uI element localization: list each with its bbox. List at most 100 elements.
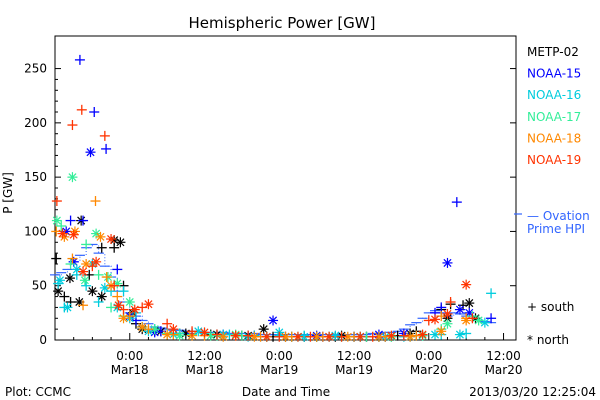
south-marker: [65, 215, 76, 226]
axes: 0501001502002500:00Mar1812:00Mar180:00Ma…: [24, 35, 523, 377]
north-marker: [442, 318, 453, 329]
north-marker: [96, 291, 107, 302]
x-tick-date-label: Mar18: [186, 363, 224, 377]
x-tick-date-label: Mar19: [335, 363, 373, 377]
north-marker: [324, 331, 335, 342]
south-marker: [461, 328, 472, 339]
south-marker: [243, 330, 254, 341]
south-marker: [67, 253, 78, 264]
north-marker: [230, 330, 241, 341]
south-marker: [112, 291, 123, 302]
south-marker: [109, 280, 120, 291]
north-marker: [106, 234, 117, 245]
north-marker: [193, 326, 204, 337]
north-marker: [261, 331, 272, 342]
x-tick-date-label: Mar18: [111, 363, 149, 377]
north-marker: [355, 331, 366, 342]
x-tick-date-label: Mar20: [410, 363, 448, 377]
footer-plot-credit: Plot: CCMC: [5, 385, 71, 399]
south-marker: [106, 302, 117, 313]
x-tick-time-label: 0:00: [116, 349, 143, 363]
north-marker: [64, 273, 75, 284]
north-marker: [54, 275, 65, 286]
north-marker: [464, 298, 475, 309]
north-marker: [461, 315, 472, 326]
north-marker: [168, 324, 179, 335]
north-marker: [124, 297, 135, 307]
north-marker: [461, 279, 472, 290]
north-marker: [454, 304, 465, 315]
south-marker: [118, 286, 129, 297]
south-marker: [423, 315, 434, 326]
north-marker: [330, 330, 341, 341]
y-tick-label: 100: [24, 224, 47, 238]
south-marker: [101, 272, 112, 283]
south-marker: [445, 297, 456, 307]
south-marker: [76, 104, 87, 115]
south-marker: [51, 253, 62, 264]
south-marker: [305, 331, 316, 342]
south-marker: [56, 221, 67, 231]
y-axis-label: P [GW]: [1, 172, 15, 214]
y-tick-label: 0: [39, 333, 47, 347]
y-tick-label: 200: [24, 116, 47, 130]
north-marker: [113, 300, 124, 311]
north-marker: [67, 172, 78, 183]
x-tick-time-label: 12:00: [486, 349, 521, 363]
south-marker: [78, 215, 89, 226]
south-marker: [336, 331, 347, 342]
south-marker: [65, 259, 76, 269]
north-marker: [249, 331, 260, 342]
x-tick-time-label: 0:00: [266, 349, 293, 363]
north-marker: [386, 330, 397, 341]
south-marker: [93, 269, 104, 280]
y-tick-label: 150: [24, 170, 47, 184]
south-marker: [211, 329, 222, 340]
ovation-legend-line2: Prime HPI: [527, 222, 585, 236]
north-marker: [258, 324, 269, 335]
x-tick-date-label: Mar19: [260, 363, 298, 377]
north-marker: [78, 266, 89, 277]
north-marker: [218, 331, 229, 342]
north-marker: [118, 313, 129, 324]
south-marker: [99, 130, 110, 141]
legend: METP-02 NOAA-15 NOAA-16 NOAA-17 NOAA-18 NOAA-…: [527, 45, 581, 167]
south-marker: [367, 331, 378, 342]
legend-entry: NOAA-15: [527, 67, 581, 81]
south-marker: [411, 330, 422, 341]
south-marker: [65, 297, 76, 307]
legend-entry: NOAA-16: [527, 88, 581, 102]
x-axis-label: Date and Time: [242, 385, 330, 399]
south-marker: [162, 318, 173, 329]
legend-south-key: + south: [527, 300, 574, 314]
south-marker: [96, 242, 107, 253]
legend-north-key: * north: [527, 333, 569, 347]
south-marker: [451, 197, 462, 208]
ovation-legend-line1: — Ovation: [527, 209, 590, 223]
north-marker: [442, 308, 453, 319]
y-tick-label: 250: [24, 62, 47, 76]
north-marker: [129, 304, 140, 315]
south-marker: [81, 280, 92, 291]
x-tick-date-label: Mar20: [485, 363, 523, 377]
north-marker: [57, 228, 68, 239]
north-marker: [79, 275, 90, 286]
north-marker: [436, 326, 447, 337]
north-marker: [417, 329, 428, 340]
y-tick-label: 50: [32, 279, 47, 293]
south-marker: [90, 196, 101, 207]
chart-title: Hemispheric Power [GW]: [189, 14, 376, 32]
south-marker: [89, 107, 100, 117]
south-marker: [51, 196, 62, 207]
south-marker: [486, 313, 497, 324]
north-marker: [115, 237, 126, 248]
south-marker: [59, 291, 70, 302]
north-marker: [68, 229, 79, 240]
x-tick-time-label: 12:00: [187, 349, 222, 363]
south-marker: [93, 297, 104, 307]
south-marker: [436, 302, 447, 313]
legend-entry: METP-02: [527, 45, 579, 59]
north-marker: [174, 330, 185, 341]
south-marker: [274, 331, 285, 342]
